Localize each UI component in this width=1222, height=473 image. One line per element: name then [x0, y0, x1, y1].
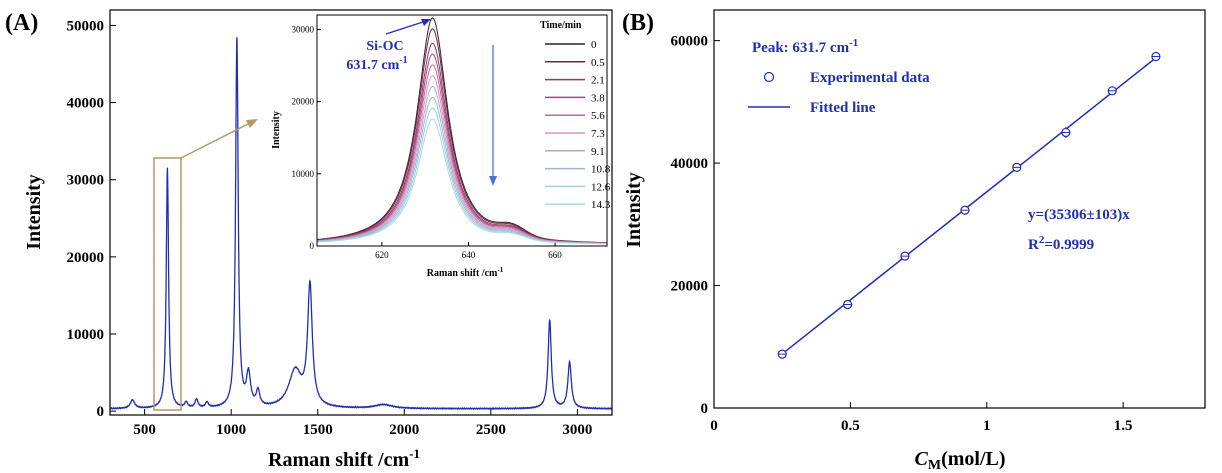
- fit-equation: y=(35306±103)x: [1028, 207, 1130, 223]
- panel-a-xlabel-text: Raman shift /cm: [268, 449, 409, 471]
- peak-label: Peak: 631.7 cm-1: [752, 37, 858, 56]
- decrease-arrowhead: [489, 176, 497, 186]
- inset-xlabel: Raman shift /cm-1: [427, 266, 504, 279]
- inset-xlabel-text: Raman shift /cm: [427, 268, 498, 279]
- panel-a-ylabel: Intensity: [23, 174, 45, 250]
- b-xtick-label-0: 0: [710, 418, 718, 434]
- panel-a-label: (A): [5, 10, 38, 36]
- zoom-box: [153, 157, 182, 411]
- inset-xtick-label-1: 640: [462, 250, 476, 260]
- inset-ticks: 620 640 660 0 10000 20000 30000: [292, 24, 563, 260]
- panel-b: (B) 0 0.5 1 1.5 0 20000 40000 60000 Intensity C…: [622, 9, 1206, 473]
- panel-b-ylabel: Intensity: [623, 172, 645, 248]
- b-xtick-label-3: 1.5: [1114, 418, 1133, 434]
- inset-legend-label-3: 3.8: [591, 92, 605, 104]
- panel-a: (A) 500 1000 1500 2000 2500 30000100002000030…: [5, 9, 613, 471]
- inset-ytick-label-0: 10000: [292, 169, 315, 179]
- a-ytick-label-2: 20000: [67, 250, 105, 266]
- inset-ytick-label-1: 20000: [292, 97, 315, 107]
- a-xtick-label-2: 1500: [303, 422, 333, 438]
- fit-r2-prefix: R: [1028, 237, 1039, 253]
- panel-b-frame: [713, 9, 1206, 409]
- panel-a-ticks: 500 1000 1500 2000 2500 300001000020000300004…: [67, 18, 593, 438]
- inset-legend-label-2: 2.1: [591, 75, 605, 87]
- panel-b-xlabel-sub: M: [928, 458, 941, 473]
- panel-a-frame: [109, 9, 613, 416]
- inset-legend-label-0: 0: [591, 39, 597, 51]
- inset-legend-label-7: 10.8: [591, 164, 611, 176]
- inset-ytick-label-zero: 0: [310, 241, 315, 251]
- legend-label-experimental: Experimental data: [810, 70, 930, 86]
- inset-ylabel: Intensity: [271, 111, 282, 149]
- inset-annotation-sup: -1: [399, 55, 407, 66]
- a-xtick-label-3: 2000: [389, 422, 419, 438]
- inset-legend-label-5: 7.3: [591, 128, 605, 140]
- panel-b-label: (B): [622, 10, 654, 36]
- fit-r2-value: =0.9999: [1044, 237, 1094, 253]
- inset-xtick-label-2: 660: [548, 250, 562, 260]
- fit-r2-sup: 2: [1039, 234, 1045, 246]
- a-ytick-label-1: 10000: [67, 327, 105, 343]
- a-ytick-label-5: 50000: [67, 18, 105, 34]
- zoom-arrow-head: [246, 119, 258, 128]
- a-xtick-label-1: 1000: [216, 422, 246, 438]
- panel-b-xlabel: CM(mol/L): [915, 448, 1006, 473]
- inset-ytick-label-2: 30000: [292, 24, 315, 34]
- inset-curve-9: [316, 118, 608, 245]
- inset-xlabel-sup: -1: [497, 266, 503, 274]
- inset-legend: Time/min 0 0.5 2.1 3.8 5.6 7.3 9.1 10.8 12.6 14.3: [540, 20, 611, 211]
- legend-label-fit: Fitted line: [810, 100, 876, 116]
- panel-b-xlabel-rest: (mol/L): [941, 448, 1005, 470]
- legend-marker-experimental: [763, 71, 775, 83]
- b-xtick-label-2: 1: [983, 418, 991, 434]
- b-ytick-label-0: 0: [701, 401, 709, 417]
- inset-curves: [316, 17, 608, 245]
- zoom-arrow: [180, 121, 253, 159]
- a-ytick-label-0: 0: [97, 404, 105, 420]
- b-ytick-label-1: 20000: [671, 279, 709, 295]
- panel-a-spectrum: [109, 37, 613, 411]
- inset-frame: [316, 14, 608, 247]
- b-ytick-label-2: 40000: [671, 156, 709, 172]
- panel-b-ticks: 0 0.5 1 1.5 0 20000 40000 60000: [671, 34, 1133, 434]
- a-xtick-label-5: 3000: [562, 422, 592, 438]
- peak-label-sup: -1: [849, 37, 858, 49]
- a-ytick-label-4: 40000: [67, 96, 105, 112]
- raman-spectrum-line: [109, 37, 613, 411]
- inset-legend-label-4: 5.6: [591, 110, 605, 122]
- panel-a-xlabel: Raman shift /cm-1: [268, 446, 420, 471]
- inset-legend-label-8: 12.6: [591, 181, 611, 193]
- panel-b-plot: [777, 51, 1161, 359]
- b-xtick-label-1: 0.5: [841, 418, 860, 434]
- a-ytick-label-3: 30000: [67, 173, 105, 189]
- inset-annotation-arrow: [385, 20, 427, 35]
- inset-annotation-arrowhead: [421, 19, 431, 26]
- a-xtick-label-4: 2500: [476, 422, 506, 438]
- b-ytick-label-3: 60000: [671, 34, 709, 50]
- inset-annotation-line2: 631.7 cm-1: [346, 55, 407, 73]
- inset-legend-label-6: 9.1: [591, 146, 605, 158]
- inset-legend-label-9: 14.3: [591, 199, 611, 211]
- inset-legend-label-1: 0.5: [591, 57, 605, 69]
- inset-background: [263, 11, 608, 258]
- a-xtick-label-0: 500: [133, 422, 156, 438]
- fit-r2: R2=0.9999: [1028, 234, 1094, 253]
- inset-annotation-line1: Si-OC: [366, 39, 403, 54]
- inset-annotation-text: 631.7 cm: [346, 58, 399, 73]
- inset-legend-title: Time/min: [540, 20, 582, 31]
- inset-xtick-label-0: 620: [375, 250, 389, 260]
- peak-label-text: Peak: 631.7 cm: [752, 40, 850, 56]
- inset: 620 640 660 0 10000 20000 30000 Intensity Rama…: [263, 11, 611, 279]
- panel-b-xlabel-main: C: [915, 448, 929, 470]
- panel-a-xlabel-sup: -1: [409, 446, 420, 461]
